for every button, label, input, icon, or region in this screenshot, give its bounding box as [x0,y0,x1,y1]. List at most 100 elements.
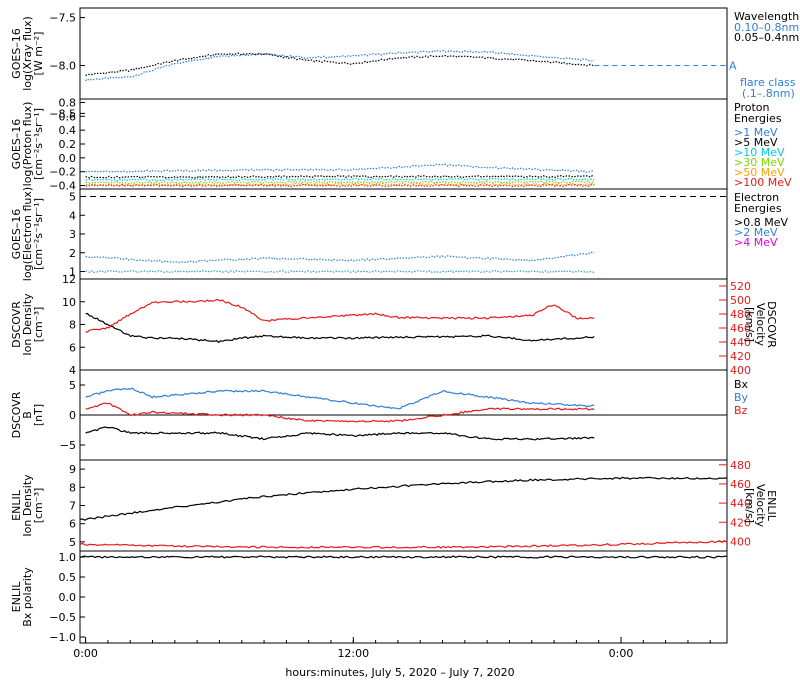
series-trace [85,183,595,188]
y-axis-label: GOES–16log(Electron flux)[cm⁻²s⁻¹sr⁻¹] [10,187,45,281]
y-tick-label: −7.5 [49,12,76,25]
y2-tick-label: 480 [730,459,751,472]
y2-tick-label: 400 [730,364,751,377]
y-tick-label: 0.0 [59,152,77,165]
y-label-line: log(Xray flux) [21,16,34,91]
y-tick-label: 4 [69,364,76,377]
legend-title: Wavelength [734,10,799,23]
y-label-line: GOES–16 [10,28,23,79]
y-tick-label: −1.0 [49,631,76,644]
y-label-line: log(Electron flux) [21,187,34,281]
y-label-line: Ion Density [21,293,34,356]
legend-item: Bz [734,404,748,417]
series-trace [85,251,595,264]
x-tick-label: 0:00 [609,647,634,660]
legend-subtitle: Energies [734,202,782,215]
y-tick-label: 6 [69,518,76,531]
y-label-line: GOES–16 [10,209,23,260]
y2-tick-label: 460 [730,322,751,335]
legend-item: >30 MeV [734,156,785,169]
y2-tick-label: 500 [730,294,751,307]
y-label-line: B [21,411,34,419]
y2-tick-label: 520 [730,280,751,293]
y-tick-label: 0.5 [59,571,77,584]
series-1 [85,251,595,264]
series-trace [85,269,595,274]
y-tick-label: 7 [69,500,76,513]
y-axis-label: GOES–16log(Xray flux)[W m⁻²] [10,16,45,91]
y-tick-label: 0.6 [59,110,77,123]
legend-item: >10 MeV [734,146,785,159]
y-tick-label: 8 [69,319,76,332]
series-2 [85,269,595,274]
panel-6: 98765480460440420400ENLILVelocity[km/s]E… [10,459,778,552]
y2-tick-label: 400 [730,535,751,548]
panel-4: 1210864520500480460440420400DSCOVRVeloci… [10,273,778,377]
series-3 [85,402,595,423]
x-tick-label: 12:00 [337,647,369,660]
y-label-line: [cm⁻²s⁻¹sr⁻¹] [32,198,45,270]
series-trace [85,298,595,333]
legend-item: 0.10–0.8nm [734,21,799,34]
y-tick-label: 0.0 [59,591,77,604]
series-trace [80,476,727,521]
y-tick-label: −5 [60,439,76,452]
legend-item: >4 MeV [734,236,778,249]
y2-tick-label: 440 [730,336,751,349]
y-tick-label: 0 [69,409,76,422]
y-label-line: DSCOVR [10,391,23,438]
y-axis-label: ENLILIon Density[cm⁻³] [10,474,45,537]
y2-label-line: [km/s] [743,488,756,523]
y-tick-label: −8.5 [49,107,76,120]
series-trace [85,387,595,410]
y-label-line: [cm⁻²s⁻¹sr⁻¹] [32,108,45,180]
legend-title: Proton [734,101,769,114]
series-trace [85,49,595,82]
panel-7: 1.0 0.5 0.0 −0.5 −1.0 ENLILBx polarity [10,550,728,644]
y-tick-label: 10 [62,296,76,309]
series-1 [80,476,727,521]
y-tick-label: −0.5 [49,611,76,624]
y-label-line: Bx polarity [21,567,34,627]
legend-item: >100 MeV [734,176,792,189]
series-1 [85,49,595,82]
y-tick-label: 0.2 [59,138,77,151]
y-tick-label: 4 [69,209,76,222]
y2-tick-label: 420 [730,516,751,529]
series-trace [85,174,595,179]
x-axis: 0:00 12:00 0:00 [73,637,711,660]
y-tick-label: 5 [69,379,76,392]
y-label-line: ENLIL [10,489,23,521]
y-axis-label: ENLILBx polarity [10,567,34,627]
y-tick-label: −0.2 [49,166,76,179]
legend-item: >2 MeV [734,226,778,239]
y2-label-line: DSCOVR [765,301,778,348]
panel-3: 5 4 3 2 1 GOES–16log(Electron flux)[cm⁻²s⁻¹sr… [10,187,788,281]
series-2 [80,539,727,549]
series-trace [85,180,595,185]
legend-item: >1 MeV [734,126,778,139]
panel-1: A −7.5 −8.0 −8.5 GOES–16log(Xray flux)[W m⁻²… [10,7,799,120]
legend-subtitle: Energies [734,112,782,125]
panel-frame [79,550,728,644]
panel-2: 0.80.60.40.20.0−0.2−0.4 GOES–16log(Proton… [10,96,792,192]
y2-tick-label: 420 [730,350,751,363]
series-1 [85,426,595,441]
y-tick-label: 1.0 [59,551,77,564]
y-label-line: [nT] [32,404,45,426]
y-tick-label: −0.4 [49,180,76,193]
series-trace [80,555,727,559]
y-tick-label: −8.0 [49,59,76,72]
flare-class-marker-label: A [729,59,737,72]
panel-frame [79,459,728,552]
y-tick-label: 0.8 [59,96,77,109]
y-tick-label: 5 [69,191,76,204]
flare-class-title: flare class [740,76,796,89]
series-2 [85,387,595,410]
y2-tick-label: 440 [730,497,751,510]
series-1 [80,555,727,559]
y-tick-label: 12 [62,273,76,286]
x-axis-title: hours:minutes, July 5, 2020 – July 7, 20… [285,666,514,679]
series-2 [85,298,595,333]
